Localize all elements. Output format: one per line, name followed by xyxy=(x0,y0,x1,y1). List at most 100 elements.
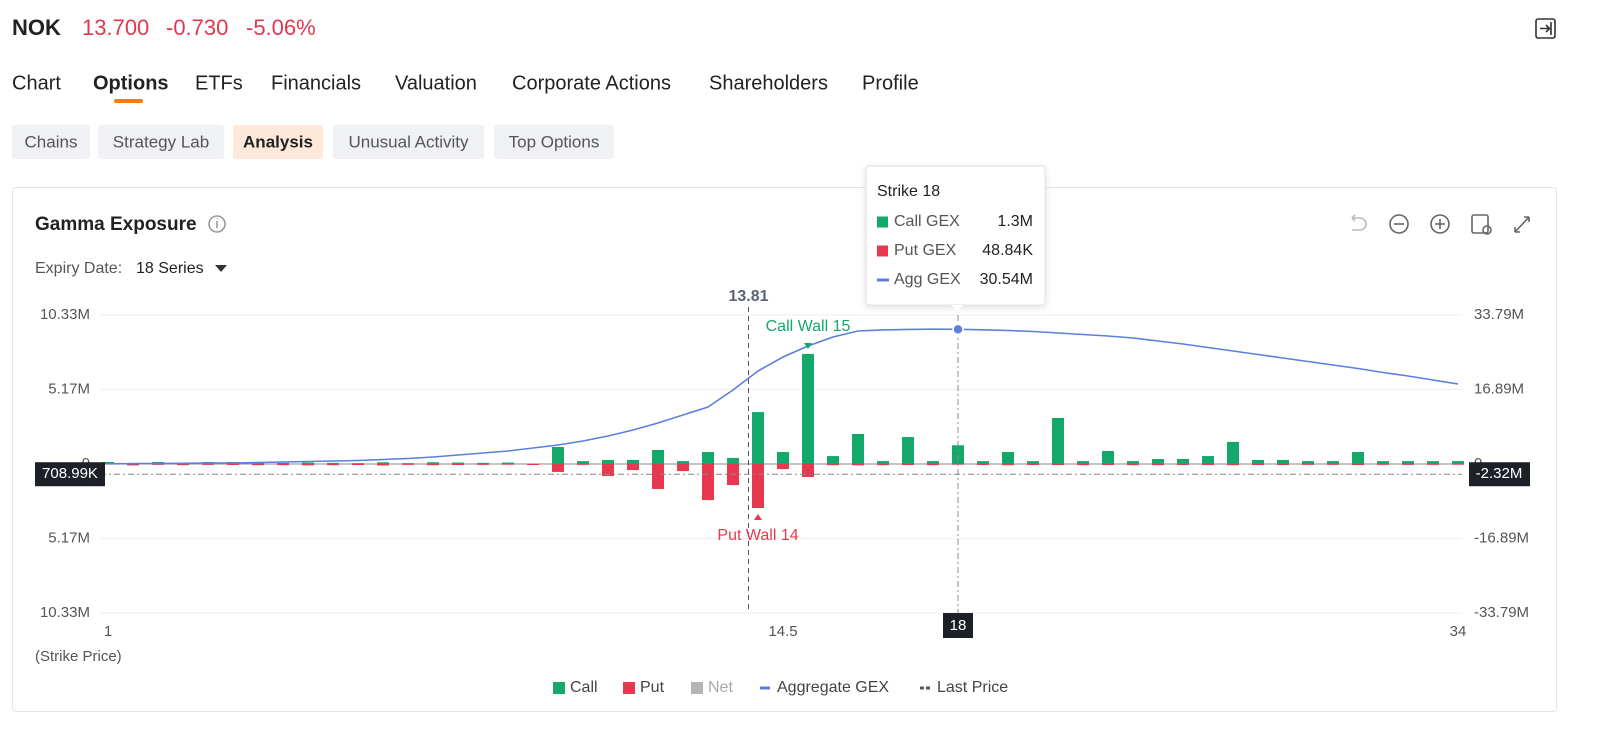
tab[interactable]: Financials xyxy=(271,72,361,94)
tooltip-pointer xyxy=(951,305,963,312)
toolbar xyxy=(1351,214,1530,235)
subtab[interactable]: Analysis xyxy=(243,132,313,151)
subtab-bg[interactable] xyxy=(98,125,224,159)
subtab-bg[interactable] xyxy=(494,125,614,159)
tab[interactable]: Chart xyxy=(12,72,61,94)
legend-marker[interactable] xyxy=(623,682,635,694)
bar xyxy=(1252,459,1264,464)
legend-marker[interactable] xyxy=(553,682,565,694)
zoom-in-icon[interactable] xyxy=(1430,214,1450,234)
bar xyxy=(277,464,289,466)
bar xyxy=(427,462,439,464)
panel xyxy=(12,187,1557,712)
annotation-marker xyxy=(804,342,812,349)
bar xyxy=(1102,451,1114,464)
legend-label[interactable]: Net xyxy=(708,679,733,696)
subtab-bg[interactable] xyxy=(333,125,484,159)
bar xyxy=(1202,456,1214,464)
expand-icon[interactable] xyxy=(1514,216,1530,233)
bar xyxy=(1127,464,1139,466)
bar xyxy=(827,464,839,466)
undo-icon[interactable] xyxy=(1351,214,1367,231)
legend-label[interactable]: Call xyxy=(570,679,598,696)
y2-tick-label: -33.79M xyxy=(1474,604,1529,621)
x-axis-label: (Strike Price) xyxy=(35,648,122,665)
y2-tick-label: 16.89M xyxy=(1474,380,1524,397)
ticker: NOK xyxy=(12,15,61,40)
crosshair-y-box xyxy=(35,462,105,487)
subtab-bg[interactable] xyxy=(12,125,90,159)
bar xyxy=(1052,464,1064,466)
bar xyxy=(852,464,864,466)
tooltip-marker xyxy=(877,216,888,228)
subtab-bg[interactable] xyxy=(233,125,323,159)
bar xyxy=(602,459,614,464)
legend-label[interactable]: Put xyxy=(640,679,665,696)
tab[interactable]: ETFs xyxy=(195,72,243,94)
bar xyxy=(427,464,439,466)
subtab[interactable]: Top Options xyxy=(509,132,600,151)
bar xyxy=(827,456,839,464)
bar xyxy=(1352,452,1364,464)
bar xyxy=(777,452,789,464)
price: 13.700 xyxy=(82,15,149,40)
zoom-out-icon[interactable] xyxy=(1389,214,1409,234)
bar xyxy=(752,464,764,508)
bar xyxy=(1152,464,1164,466)
bar xyxy=(152,464,164,465)
tab[interactable]: Corporate Actions xyxy=(512,72,671,94)
legend-label[interactable]: Last Price xyxy=(937,679,1008,696)
y-tick-label: 5.17M xyxy=(48,380,90,397)
line xyxy=(107,328,1459,465)
x-tick-label: 1 xyxy=(104,623,112,640)
bar xyxy=(1177,464,1189,466)
tab[interactable]: Valuation xyxy=(395,72,477,94)
crosshair-y2-label: -2.32M xyxy=(1476,465,1523,482)
tab[interactable]: Options xyxy=(93,72,169,94)
bar xyxy=(402,463,414,464)
bar xyxy=(1002,464,1014,466)
bar xyxy=(802,464,814,477)
bar xyxy=(802,353,814,464)
bar xyxy=(1102,464,1114,466)
dropdown-caret[interactable] xyxy=(215,265,227,272)
subtab[interactable]: Unusual Activity xyxy=(349,132,469,151)
bar xyxy=(852,433,864,464)
bar xyxy=(927,461,939,464)
legend-marker[interactable] xyxy=(760,686,770,690)
bar xyxy=(1077,461,1089,464)
bar xyxy=(602,464,614,476)
tooltip-value: 1.3M xyxy=(997,213,1033,230)
bar xyxy=(977,461,989,464)
bar xyxy=(1452,461,1464,464)
bar xyxy=(1402,464,1414,465)
legend-marker[interactable] xyxy=(691,682,703,694)
collapse-icon[interactable] xyxy=(1535,18,1556,39)
expiry-value[interactable]: 18 Series xyxy=(136,260,204,277)
bar xyxy=(977,464,989,466)
bar xyxy=(302,462,314,464)
bar xyxy=(902,437,914,464)
tab[interactable]: Profile xyxy=(862,72,919,94)
bar xyxy=(652,450,664,464)
screenshot-icon[interactable] xyxy=(1471,214,1492,235)
y-tick-label: 5.17M xyxy=(48,530,90,547)
tab[interactable]: Shareholders xyxy=(709,72,828,94)
subtab[interactable]: Chains xyxy=(25,132,78,151)
bar xyxy=(752,412,764,464)
bar xyxy=(277,462,289,464)
bar xyxy=(1277,459,1289,464)
bar xyxy=(1402,461,1414,464)
bar xyxy=(677,464,689,472)
bar xyxy=(477,464,489,465)
bar xyxy=(327,464,339,466)
bar xyxy=(1227,441,1239,464)
panel-title: Gamma Exposure xyxy=(35,214,197,235)
change-pct: -5.06% xyxy=(246,15,316,40)
info-icon[interactable] xyxy=(208,215,226,233)
bar xyxy=(1002,452,1014,464)
subtab[interactable]: Strategy Lab xyxy=(113,132,209,151)
bar xyxy=(552,464,564,472)
bar xyxy=(1152,458,1164,464)
legend-label[interactable]: Aggregate GEX xyxy=(777,679,889,696)
